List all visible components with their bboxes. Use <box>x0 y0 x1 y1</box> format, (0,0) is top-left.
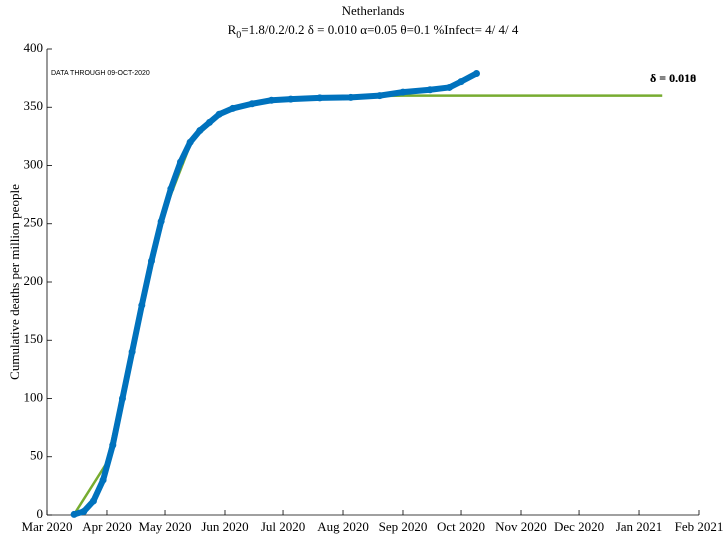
x-tick-label: Jul 2020 <box>261 519 305 534</box>
data-point <box>70 510 78 518</box>
data-point <box>316 94 324 102</box>
y-tick-label: 100 <box>24 389 44 404</box>
y-tick-label: 200 <box>24 273 44 288</box>
data-point <box>229 104 237 112</box>
subtitle-part: 0 <box>236 30 241 41</box>
x-tick-label: Aug 2020 <box>317 519 369 534</box>
data-point <box>80 508 88 516</box>
subtitle-part: R <box>228 22 237 37</box>
data-point <box>445 83 453 91</box>
y-tick-label: 0 <box>37 506 44 521</box>
y-tick-label: 50 <box>30 448 43 463</box>
data-point <box>248 100 256 108</box>
y-tick-label: 150 <box>24 331 44 346</box>
chart-title: Netherlands <box>342 3 405 18</box>
data-point <box>473 69 481 77</box>
y-tick-label: 400 <box>24 40 44 55</box>
data-point <box>157 217 165 225</box>
x-tick-label: Jan 2021 <box>616 519 663 534</box>
data-point <box>147 257 155 265</box>
data-point <box>206 118 214 126</box>
model-line <box>73 94 663 516</box>
chart-subtitle: R0=1.8/0.2/0.2 δ = 0.010 α=0.05 θ=0.1 %I… <box>228 22 519 41</box>
y-tick-label: 350 <box>24 98 44 113</box>
data-point <box>457 78 465 86</box>
y-tick-label: 250 <box>24 215 44 230</box>
x-tick-label: Oct 2020 <box>437 519 485 534</box>
x-tick-label: Mar 2020 <box>22 519 73 534</box>
data-point <box>215 110 223 118</box>
annotation: δ = 0.010 <box>650 71 696 85</box>
x-tick-label: May 2020 <box>138 519 191 534</box>
data-point <box>109 441 117 449</box>
x-tick-label: Jun 2020 <box>201 519 248 534</box>
x-tick-label: Apr 2020 <box>82 519 131 534</box>
data-point <box>186 138 194 146</box>
data-point <box>426 86 434 94</box>
data-point <box>347 93 355 101</box>
data-point <box>399 88 407 96</box>
data-point <box>196 127 204 135</box>
x-tick-label: Feb 2021 <box>675 519 724 534</box>
subtitle-part: =1.8/0.2/0.2 δ = 0.010 α=0.05 θ=0.1 %Inf… <box>241 22 519 37</box>
annotation: DATA THROUGH 09-OCT-2020 <box>51 70 150 77</box>
x-tick-label: Dec 2020 <box>554 519 604 534</box>
x-tick-label: Sep 2020 <box>379 519 428 534</box>
annotation: δ = 0.018 <box>650 71 696 85</box>
data-point <box>376 92 384 100</box>
data-point <box>267 96 275 104</box>
data-point <box>176 158 184 166</box>
y-axis-label: Cumulative deaths per million people <box>7 184 22 380</box>
data-point <box>89 497 97 505</box>
data-point <box>99 476 107 484</box>
data-point <box>287 95 295 103</box>
data-point <box>128 348 136 356</box>
x-tick-label: Nov 2020 <box>495 519 547 534</box>
data-point <box>167 185 175 193</box>
data-point <box>138 301 146 309</box>
data-point <box>118 395 126 402</box>
y-tick-label: 300 <box>24 156 44 171</box>
data-line <box>71 70 480 518</box>
